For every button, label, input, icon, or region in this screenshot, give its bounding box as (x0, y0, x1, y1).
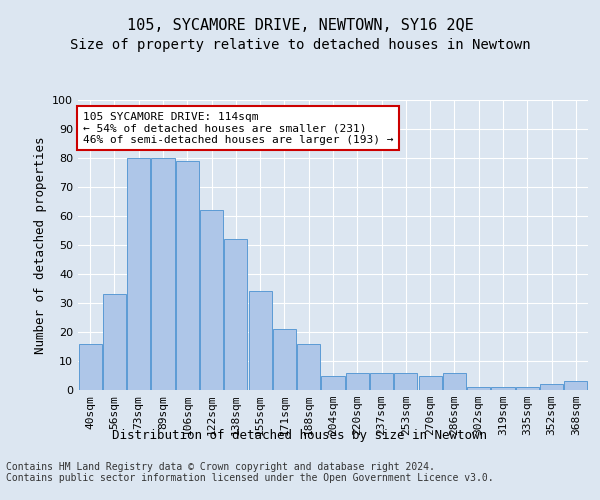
Bar (322, 376, 344, 390)
Bar (273, 329, 296, 390)
Bar (297, 344, 320, 390)
Bar (565, 382, 587, 390)
Bar (394, 372, 418, 390)
Bar (151, 158, 175, 390)
Bar (370, 372, 393, 390)
Bar (127, 158, 150, 390)
Bar (467, 387, 490, 390)
Text: Size of property relative to detached houses in Newtown: Size of property relative to detached ho… (70, 38, 530, 52)
Bar (346, 372, 369, 390)
Bar (419, 376, 442, 390)
Bar (79, 344, 101, 390)
Bar (491, 387, 515, 390)
Bar (224, 239, 247, 390)
Bar (176, 161, 199, 390)
Text: Contains HM Land Registry data © Crown copyright and database right 2024.
Contai: Contains HM Land Registry data © Crown c… (6, 462, 494, 483)
Text: 105 SYCAMORE DRIVE: 114sqm
← 54% of detached houses are smaller (231)
46% of sem: 105 SYCAMORE DRIVE: 114sqm ← 54% of deta… (83, 112, 394, 145)
Bar (103, 294, 126, 390)
Bar (443, 372, 466, 390)
Text: 105, SYCAMORE DRIVE, NEWTOWN, SY16 2QE: 105, SYCAMORE DRIVE, NEWTOWN, SY16 2QE (127, 18, 473, 32)
Y-axis label: Number of detached properties: Number of detached properties (34, 136, 47, 354)
Bar (540, 384, 563, 390)
Bar (248, 292, 272, 390)
Bar (200, 210, 223, 390)
Text: Distribution of detached houses by size in Newtown: Distribution of detached houses by size … (113, 428, 487, 442)
Bar (516, 387, 539, 390)
